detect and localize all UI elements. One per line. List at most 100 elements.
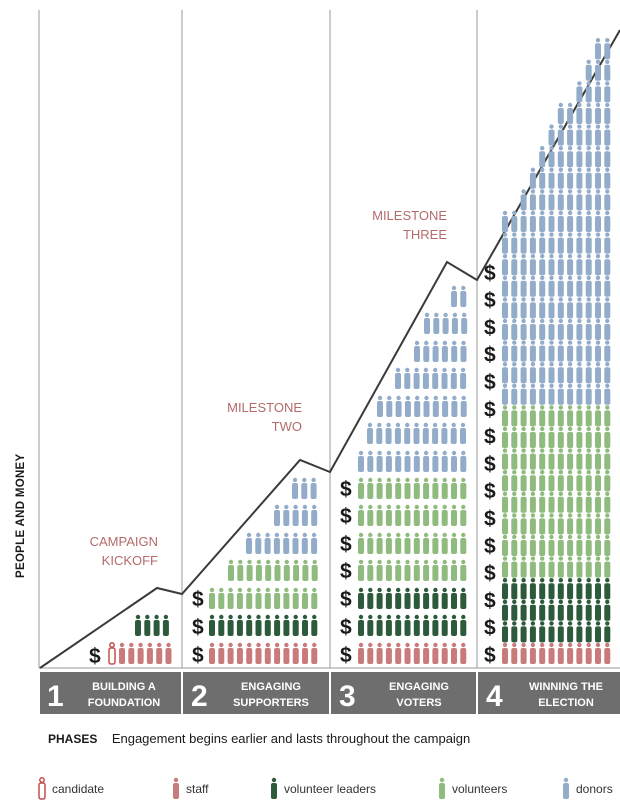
donor-icon [539, 362, 546, 384]
staff-icon [604, 642, 611, 664]
staff-icon [165, 642, 172, 664]
donor-icon [502, 254, 508, 276]
staff-icon [146, 642, 153, 664]
phase-bar-2: 2 ENGAGING SUPPORTERS [183, 672, 329, 714]
donor-icon [576, 81, 583, 103]
staff-icon [218, 642, 225, 664]
staff-icon [376, 642, 383, 664]
volunteer-icon [548, 534, 555, 556]
donor-icon [520, 189, 527, 211]
volunteer-icon [255, 587, 262, 609]
volunteer-leader-icon [557, 599, 564, 621]
volunteer-icon [511, 448, 518, 470]
volunteer-leader-icon [271, 777, 277, 799]
phases-caption-title: PHASES [48, 732, 97, 746]
staff-icon [128, 642, 135, 664]
staff-icon [423, 642, 430, 664]
donor-icon [557, 340, 564, 362]
volunteer-icon [432, 477, 439, 499]
legend: candidate staff volunteer leaders volunteer… [38, 777, 613, 800]
staff-icon [557, 642, 564, 664]
phase-number: 4 [486, 680, 503, 713]
staff-icon [413, 642, 420, 664]
donor-icon [451, 450, 457, 472]
volunteer-icon [376, 559, 383, 581]
staff-icon [119, 642, 125, 664]
volunteer-icon [576, 556, 583, 578]
volunteer-leader-icon [604, 578, 611, 600]
donor-icon [604, 340, 611, 362]
donor-icon [413, 422, 420, 444]
legend-label: candidate [52, 782, 104, 796]
volunteer-icon [395, 504, 402, 526]
volunteer-icon [595, 405, 601, 427]
volunteer-icon [451, 477, 457, 499]
volunteer-icon [413, 559, 420, 581]
donor-icon [255, 532, 262, 554]
volunteer-leader-icon [209, 614, 215, 636]
phase-label: ENGAGING [241, 681, 301, 693]
donor-icon [539, 340, 546, 362]
volunteer-leader-icon [441, 587, 448, 609]
donor-icon [502, 318, 508, 340]
donor-icon [451, 312, 458, 334]
donor-icon [424, 312, 430, 334]
volunteer-icon [595, 491, 601, 513]
volunteer-icon [376, 532, 383, 554]
donor-icon [441, 340, 448, 362]
volunteer-leader-icon [385, 587, 392, 609]
donor-icon [511, 383, 518, 405]
donor-icon [539, 318, 546, 340]
donor-icon [557, 167, 564, 189]
staff-icon [367, 642, 374, 664]
donor-icon [604, 146, 611, 168]
staff-icon [460, 642, 467, 664]
milestone-line: MILESTONE [372, 208, 447, 223]
dollar-icon: $ [340, 533, 352, 556]
volunteer-leader-icon [567, 578, 574, 600]
donor-icon [539, 189, 546, 211]
donor-icon [576, 124, 583, 146]
donor-icon [451, 285, 457, 307]
volunteer-leader-icon [153, 614, 160, 636]
volunteer-icon [237, 559, 244, 581]
donor-icon [264, 532, 271, 554]
volunteer-icon [585, 426, 592, 448]
donor-icon [567, 275, 574, 297]
volunteer-leader-icon [604, 621, 611, 643]
donor-icon [585, 146, 592, 168]
volunteer-icon [576, 448, 583, 470]
donor-icon [520, 210, 527, 232]
volunteer-leader-icon [246, 614, 253, 636]
staff-icon [385, 642, 392, 664]
donor-icon [604, 254, 611, 276]
phase-number: 2 [191, 680, 208, 713]
volunteer-icon [539, 426, 546, 448]
volunteer-leader-icon [451, 614, 457, 636]
donor-icon [595, 189, 601, 211]
donor-icon [422, 367, 429, 389]
volunteer-icon [529, 556, 536, 578]
volunteer-leader-icon [567, 599, 574, 621]
donor-icon [576, 232, 583, 254]
staff-icon [227, 642, 234, 664]
volunteer-icon [539, 448, 546, 470]
volunteer-leader-icon [218, 614, 225, 636]
volunteer-icon [557, 513, 564, 535]
staff-icon [511, 642, 518, 664]
volunteer-icon [576, 534, 583, 556]
donor-icon [358, 450, 364, 472]
volunteer-icon [520, 470, 527, 492]
donor-icon [539, 383, 546, 405]
dollar-icon: $ [484, 344, 496, 367]
volunteer-leader-icon [511, 578, 518, 600]
donor-icon [311, 532, 318, 554]
volunteer-leader-icon [520, 578, 527, 600]
donor-icon [423, 450, 430, 472]
donor-icon [557, 254, 564, 276]
volunteer-icon [595, 556, 601, 578]
volunteer-leader-icon [162, 614, 169, 636]
phases-caption-text: Engagement begins earlier and lasts thro… [112, 731, 470, 746]
donor-icon [548, 189, 555, 211]
donor-icon [423, 340, 430, 362]
